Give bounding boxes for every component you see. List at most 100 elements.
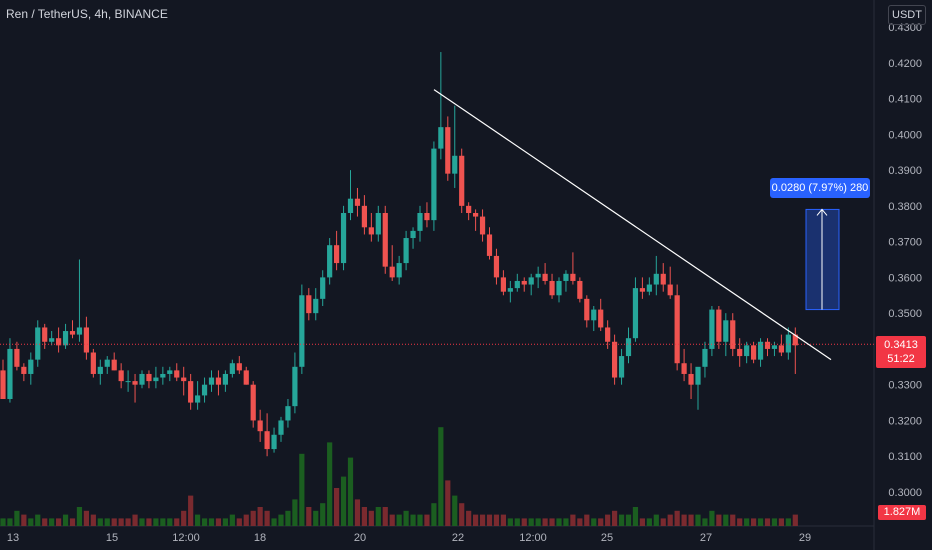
candle: [695, 366, 701, 410]
volume-bar: [459, 503, 465, 526]
candle: [639, 277, 645, 299]
measure-label: 0.0280 (7.97%) 280: [770, 178, 870, 198]
candle: [56, 327, 62, 353]
y-tick-label: 0.4200: [888, 58, 922, 70]
candle-body: [334, 245, 340, 264]
candle: [229, 359, 235, 378]
candle-body: [632, 288, 639, 339]
volume-bar: [62, 514, 69, 526]
volume-bar: [382, 507, 388, 526]
candle-body: [389, 266, 395, 278]
volume-bar: [271, 518, 277, 526]
volume-bar: [118, 518, 124, 526]
candle: [153, 366, 159, 389]
x-tick-label: 13: [7, 532, 19, 544]
candle-body: [764, 341, 771, 349]
volume-bar: [181, 510, 187, 526]
volume-bar: [751, 518, 757, 526]
current-price-tag: 0.3413 51:22: [876, 336, 926, 368]
volume-bar: [354, 499, 361, 526]
volume-bar: [542, 518, 548, 526]
x-tick-label: 22: [452, 532, 464, 544]
candle-body: [570, 273, 576, 281]
candle: [90, 348, 96, 378]
candle: [35, 320, 41, 367]
volume-bar: [125, 518, 131, 526]
candle-body: [35, 327, 41, 360]
x-tick-label: 20: [354, 532, 366, 544]
candle-body: [549, 280, 555, 296]
volume-bar: [7, 518, 13, 526]
volume-bar: [445, 480, 451, 526]
volume-bar: [778, 518, 784, 526]
volume-bar: [28, 518, 34, 526]
candle: [785, 327, 791, 360]
y-tick-label: 0.3300: [888, 380, 922, 392]
candle-body: [479, 216, 486, 235]
candle-body: [285, 406, 291, 421]
candle: [507, 280, 513, 303]
candle: [681, 348, 687, 382]
candle-body: [445, 127, 451, 174]
y-tick-label: 0.3700: [888, 237, 922, 249]
candle-body: [153, 377, 159, 382]
volume-bar: [90, 514, 96, 526]
candle: [313, 288, 319, 321]
candle: [542, 263, 548, 285]
currency-button[interactable]: USDT: [888, 5, 926, 25]
candle: [222, 370, 228, 392]
x-tick-label: 18: [254, 532, 266, 544]
candle-body: [195, 395, 201, 403]
candle-body: [215, 377, 222, 385]
candle-body: [125, 381, 131, 383]
volume-bar: [153, 518, 159, 526]
volume-bar: [215, 518, 222, 526]
bar-countdown: 51:22: [887, 353, 915, 365]
candle: [535, 266, 541, 289]
candle: [584, 295, 590, 328]
candle: [28, 352, 34, 385]
volume-bar: [730, 514, 736, 526]
candle: [730, 313, 736, 357]
volume-bar: [285, 510, 291, 526]
volume-bar: [188, 495, 194, 526]
candle-body: [0, 370, 6, 399]
volume-bar: [660, 518, 666, 526]
candle: [76, 259, 83, 342]
candle-body: [146, 373, 152, 382]
candle: [160, 366, 166, 385]
volume-bar: [709, 510, 715, 526]
candle: [709, 306, 715, 357]
volume-bar: [584, 514, 590, 526]
candle-body: [49, 338, 55, 342]
candle-body: [709, 309, 715, 349]
chart-title: Ren / TetherUS, 4h, BINANCE: [6, 7, 168, 21]
candle-body: [605, 327, 611, 342]
candle: [466, 202, 472, 221]
candle: [195, 381, 201, 410]
candle-body: [653, 273, 659, 285]
candle: [201, 377, 208, 403]
volume-bar: [174, 518, 180, 526]
candle-body: [528, 277, 534, 285]
volume-bar: [243, 514, 249, 526]
candle-body: [702, 348, 708, 367]
volume-bar: [757, 518, 764, 526]
volume-bar: [500, 514, 506, 526]
candle-body: [181, 377, 187, 382]
candle-body: [618, 356, 625, 378]
candle: [62, 323, 69, 349]
candle-body: [375, 213, 381, 235]
x-tick-label: 25: [601, 532, 613, 544]
volume-bar: [320, 503, 326, 526]
candle-body: [208, 377, 215, 385]
volume-bar: [688, 514, 694, 526]
candle-body: [21, 366, 27, 374]
volume-bar: [535, 518, 541, 526]
volume-bar: [417, 514, 423, 526]
candle: [445, 116, 451, 181]
volume-bar: [167, 518, 173, 526]
volume-bar: [521, 518, 527, 526]
measure-arrow-head: [816, 208, 828, 216]
